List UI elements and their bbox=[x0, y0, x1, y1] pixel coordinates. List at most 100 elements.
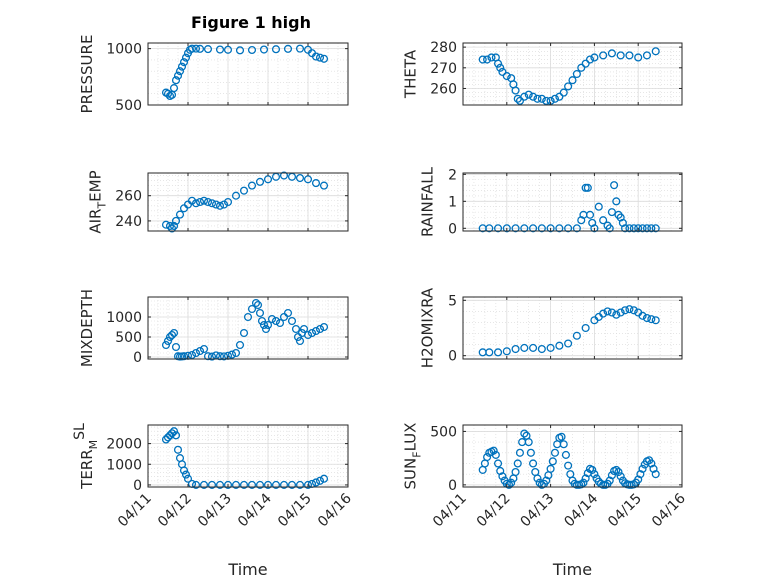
y-tick-label: 2000 bbox=[106, 437, 142, 453]
data-point bbox=[642, 51, 652, 60]
data-point bbox=[231, 191, 241, 200]
data-point bbox=[607, 208, 616, 217]
data-point bbox=[614, 467, 623, 477]
y-tick-label: 500 bbox=[115, 330, 142, 346]
data-point bbox=[207, 199, 217, 208]
data-point bbox=[581, 59, 590, 68]
data-point bbox=[564, 224, 573, 233]
data-point bbox=[295, 336, 305, 346]
data-point bbox=[577, 480, 586, 489]
data-point bbox=[520, 343, 529, 352]
data-point bbox=[271, 316, 281, 326]
data-point bbox=[253, 300, 263, 310]
data-point bbox=[191, 199, 201, 208]
y-tick-label: 1 bbox=[448, 194, 457, 210]
data-point bbox=[564, 82, 573, 91]
data-point bbox=[287, 316, 297, 326]
x-tick-label: 04/12 bbox=[155, 491, 195, 531]
data-point bbox=[215, 201, 225, 210]
data-point bbox=[161, 220, 171, 229]
data-point bbox=[315, 476, 325, 485]
x-tick-label: 04/13 bbox=[195, 491, 235, 531]
data-point bbox=[621, 224, 630, 233]
data-point bbox=[215, 45, 225, 54]
y-axis-label: SUNFLUX bbox=[402, 423, 424, 490]
y-tick-label: 240 bbox=[115, 214, 142, 230]
data-point bbox=[163, 433, 173, 442]
x-axis-label: Time bbox=[227, 560, 267, 579]
axes-box bbox=[147, 424, 349, 488]
subplot-8: 0 500 04/11 04/12 04/13 04/14 04/15 04/16 Time SU… bbox=[402, 423, 689, 579]
data-point bbox=[564, 461, 573, 470]
data-point bbox=[642, 224, 652, 233]
data-point bbox=[169, 328, 179, 338]
data-point bbox=[605, 224, 614, 233]
axes-box bbox=[147, 42, 349, 106]
series-points bbox=[161, 427, 329, 489]
data-point bbox=[215, 480, 225, 489]
data-point bbox=[559, 440, 568, 449]
x-tick-label: 04/14 bbox=[561, 490, 601, 530]
data-point bbox=[651, 470, 660, 479]
data-point bbox=[203, 197, 213, 207]
data-point bbox=[498, 67, 507, 76]
data-point bbox=[572, 331, 581, 340]
data-point bbox=[511, 224, 520, 233]
data-point bbox=[319, 54, 329, 63]
data-point bbox=[259, 45, 269, 54]
data-point bbox=[179, 352, 189, 361]
data-point bbox=[231, 348, 241, 358]
data-point bbox=[275, 318, 285, 328]
data-point bbox=[515, 96, 524, 105]
subplot-3: 240 260 AIRTEMP bbox=[87, 170, 349, 234]
data-point bbox=[537, 224, 546, 233]
data-point bbox=[546, 343, 555, 352]
plot-area bbox=[463, 173, 682, 231]
data-point bbox=[493, 59, 503, 68]
data-point bbox=[169, 221, 179, 231]
data-point bbox=[568, 76, 577, 85]
data-point bbox=[642, 313, 652, 323]
data-point bbox=[542, 96, 551, 105]
data-point bbox=[555, 92, 564, 101]
x-axis-label: Time bbox=[552, 560, 592, 579]
data-point bbox=[271, 480, 281, 489]
data-point bbox=[191, 348, 201, 358]
x-tick-label: 04/14 bbox=[235, 490, 275, 530]
data-point bbox=[546, 464, 555, 473]
data-point bbox=[199, 344, 209, 354]
y-axis-label: TERRMSL bbox=[72, 423, 100, 490]
data-point bbox=[493, 459, 503, 468]
data-point bbox=[319, 322, 329, 332]
data-point bbox=[537, 344, 546, 354]
data-point bbox=[579, 478, 588, 487]
data-point bbox=[529, 459, 538, 468]
data-point bbox=[515, 448, 524, 457]
subplot-5: 0 500 1000 MIXDEPTH bbox=[78, 289, 349, 367]
data-point bbox=[239, 186, 249, 195]
data-point bbox=[487, 53, 496, 62]
x-tick-label: 04/15 bbox=[605, 491, 645, 531]
data-point bbox=[195, 346, 205, 356]
data-point bbox=[590, 470, 599, 479]
data-point bbox=[227, 350, 237, 359]
y-tick-label: 0 bbox=[448, 478, 457, 494]
y-axis-label: MIXDEPTH bbox=[78, 289, 96, 367]
data-point bbox=[283, 308, 293, 318]
data-point bbox=[625, 224, 634, 233]
data-point bbox=[247, 181, 257, 190]
x-tick-label: 04/11 bbox=[115, 491, 155, 531]
data-point bbox=[647, 224, 656, 233]
data-point bbox=[165, 431, 175, 440]
data-point bbox=[625, 305, 634, 314]
data-point bbox=[529, 92, 538, 101]
y-axis-label: THETA bbox=[402, 49, 420, 99]
data-point bbox=[311, 179, 321, 188]
data-point bbox=[607, 49, 616, 58]
y-tick-label: 260 bbox=[430, 81, 457, 97]
data-point bbox=[173, 445, 183, 454]
data-point bbox=[255, 480, 265, 489]
series-points bbox=[478, 429, 660, 489]
data-point bbox=[239, 328, 249, 338]
data-point bbox=[502, 72, 511, 81]
